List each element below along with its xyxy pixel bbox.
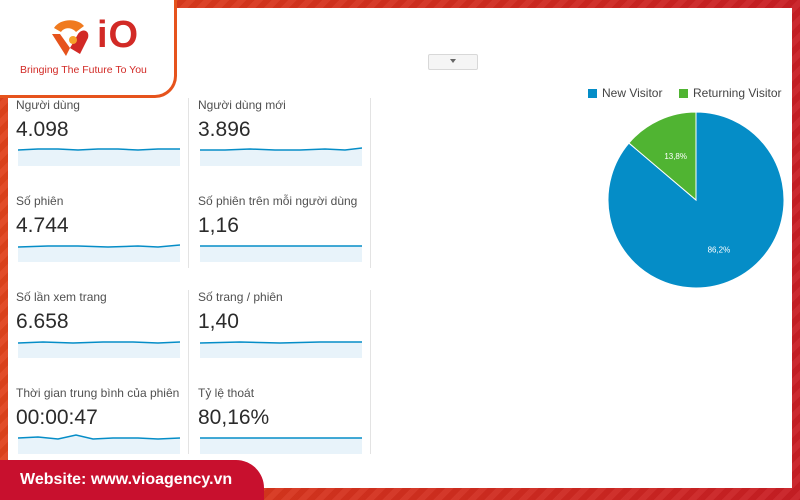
- metric-value: 4.098: [16, 118, 69, 141]
- metric-value: 4.744: [16, 214, 69, 237]
- metric-bounce-rate[interactable]: Tỷ lệ thoát 80,16%: [198, 386, 366, 462]
- logo-mark-icon: [52, 20, 89, 56]
- metric-new-users[interactable]: Người dùng mới 3.896: [198, 98, 366, 174]
- pie-data-label: 13,8%: [664, 152, 687, 161]
- metric-pageviews[interactable]: Số lần xem trang 6.658: [16, 290, 184, 366]
- metric-label: Số trang / phiên: [198, 290, 283, 304]
- legend-label: Returning Visitor: [693, 86, 782, 100]
- column-divider: [188, 290, 189, 454]
- metric-value: 1,16: [198, 214, 239, 237]
- column-divider: [188, 98, 189, 268]
- metric-label: Số phiên trên mỗi người dùng: [198, 194, 358, 208]
- column-divider: [370, 98, 371, 268]
- metric-value: 6.658: [16, 310, 69, 333]
- metric-value: 3.896: [198, 118, 251, 141]
- pie-data-label: 86,2%: [708, 246, 731, 255]
- visitor-pie-chart: 86,2% 13,8%: [607, 111, 785, 289]
- metric-pages-per-session[interactable]: Số trang / phiên 1,40: [198, 290, 366, 366]
- legend-swatch: [588, 89, 597, 98]
- legend-label: New Visitor: [602, 86, 663, 100]
- metric-users[interactable]: Người dùng 4.098: [16, 98, 184, 174]
- footer-website-tab: Website: www.vioagency.vn: [0, 460, 264, 500]
- metric-avg-session-duration[interactable]: Thời gian trung bình của phiên 00:00:47: [16, 386, 184, 462]
- metric-sparkline: [200, 245, 362, 262]
- legend-item-returning-visitor[interactable]: Returning Visitor: [679, 86, 782, 100]
- metric-sparkline: [18, 244, 180, 262]
- metric-sparkline: [200, 437, 362, 454]
- metric-sparkline: [200, 341, 362, 358]
- website-link[interactable]: Website: www.vioagency.vn: [20, 471, 233, 488]
- metric-label: Người dùng mới: [198, 98, 286, 112]
- pie-slice-returning-visitor[interactable]: [628, 111, 697, 202]
- logo-tagline: Bringing The Future To You: [20, 64, 147, 76]
- logo-wordmark: iO: [97, 14, 140, 56]
- metric-value: 1,40: [198, 310, 239, 333]
- metric-sparkline: [18, 341, 180, 358]
- metric-value: 00:00:47: [16, 406, 98, 429]
- metric-label: Tỷ lệ thoát: [198, 386, 255, 400]
- metric-sparkline: [200, 147, 362, 166]
- legend-item-new-visitor[interactable]: New Visitor: [588, 86, 662, 100]
- metric-value: 80,16%: [198, 406, 270, 429]
- metric-sessions-per-user[interactable]: Số phiên trên mỗi người dùng 1,16: [198, 194, 366, 270]
- metric-sparkline: [18, 148, 180, 166]
- metric-label: Người dùng: [16, 98, 80, 112]
- metric-sparkline: [18, 434, 180, 454]
- brand-logo: iO Bringing The Future To You: [0, 0, 177, 98]
- collapse-handle[interactable]: [428, 54, 478, 70]
- column-divider: [370, 290, 371, 454]
- metric-label: Thời gian trung bình của phiên: [16, 386, 180, 400]
- legend-swatch: [679, 89, 688, 98]
- pie-slice-new-visitor[interactable]: [607, 111, 785, 289]
- metric-label: Số phiên: [16, 194, 64, 208]
- metric-sessions[interactable]: Số phiên 4.744: [16, 194, 184, 270]
- metric-label: Số lần xem trang: [16, 290, 107, 304]
